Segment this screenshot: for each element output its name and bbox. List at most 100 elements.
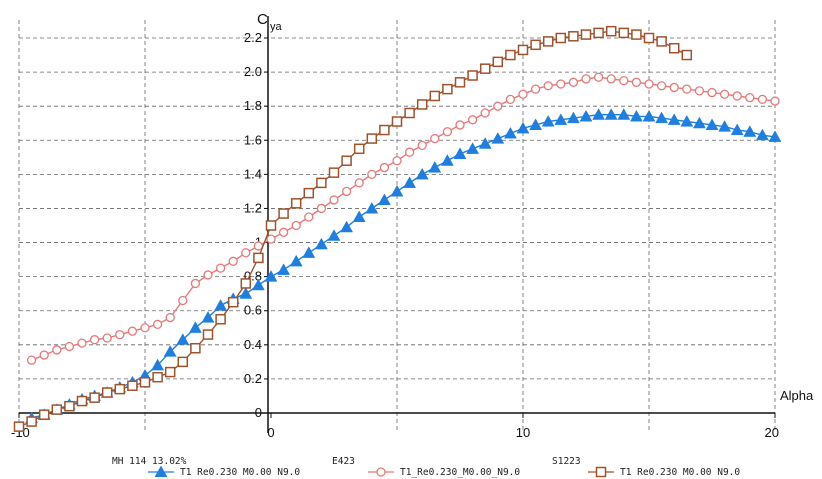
y-tick-label-2: 0.4 xyxy=(244,337,262,352)
data-point-1-25 xyxy=(341,186,352,197)
data-point-1-5 xyxy=(89,335,100,345)
data-point-2-49 xyxy=(631,29,642,40)
data-point-1-40 xyxy=(530,84,541,94)
data-point-1-49 xyxy=(644,79,654,89)
data-point-2-19 xyxy=(253,252,264,264)
y-axis-label-subscript: ya xyxy=(270,21,283,33)
y-tick-label-3: 0.6 xyxy=(244,303,262,318)
data-point-2-23 xyxy=(303,187,315,199)
data-point-1-30 xyxy=(404,147,415,157)
data-point-1-27 xyxy=(367,169,377,180)
y-tick-label-9: 1.8 xyxy=(244,98,262,113)
x-tick-label-3: 20 xyxy=(765,425,779,440)
data-point-2-41 xyxy=(530,39,541,51)
data-point-1-35 xyxy=(467,115,478,125)
data-point-1-36 xyxy=(480,108,490,118)
data-point-2-38 xyxy=(492,56,504,68)
data-point-2-29 xyxy=(379,124,390,136)
legend-label-2: T1 Re0.230 M0.00 N9.0 xyxy=(620,467,740,478)
series-1 xyxy=(26,72,780,365)
y-tick-label-1: 0.2 xyxy=(244,371,262,386)
grid-lines xyxy=(18,20,776,433)
data-point-0-42 xyxy=(554,113,568,125)
y-tick-labels: 00.20.40.60.811.21.41.61.82.02.2 xyxy=(244,30,262,420)
data-point-2-13 xyxy=(177,356,189,368)
legend-label-1: T1_Re0.230_M0.00_N9.0 xyxy=(400,467,520,478)
data-point-1-4 xyxy=(77,338,87,348)
data-point-1-22 xyxy=(304,212,314,222)
data-point-1-19 xyxy=(266,234,276,244)
data-point-0-56 xyxy=(730,123,744,136)
data-point-2-39 xyxy=(505,49,516,61)
data-point-2-30 xyxy=(391,116,403,127)
data-point-0-20 xyxy=(277,263,291,275)
data-point-2-22 xyxy=(290,198,302,209)
data-point-2-52 xyxy=(668,42,680,54)
data-point-2-24 xyxy=(316,177,327,189)
data-point-0-10 xyxy=(151,358,165,371)
y-tick-label-7: 1.4 xyxy=(244,166,262,181)
data-point-2-10 xyxy=(139,377,151,388)
data-point-1-24 xyxy=(329,195,339,205)
data-point-0-40 xyxy=(529,118,543,130)
data-point-1-18 xyxy=(253,241,264,251)
legend-entry-1: E423 T1_Re0.230_M0.00_N9.0 xyxy=(332,456,520,478)
data-point-1-12 xyxy=(178,295,188,306)
data-point-0-17 xyxy=(239,287,253,299)
data-point-2-48 xyxy=(618,27,630,39)
data-point-2-50 xyxy=(643,32,655,44)
data-point-1-20 xyxy=(278,227,289,237)
data-point-2-47 xyxy=(605,25,617,37)
data-point-2-15 xyxy=(202,329,214,340)
legend-entry-2: S1223 T1 Re0.230 M0.00 N9.0 xyxy=(552,456,740,478)
data-point-1-2 xyxy=(52,345,62,355)
legend: MH 114 13.02%T1 Re0.230 M0.00 N9.0E423T1… xyxy=(112,456,740,478)
data-point-0-58 xyxy=(755,128,769,141)
data-point-2-27 xyxy=(353,143,365,155)
data-point-1-34 xyxy=(455,120,465,130)
data-point-0-26 xyxy=(352,210,366,223)
data-point-1-56 xyxy=(732,91,742,101)
data-point-0-22 xyxy=(302,246,316,258)
data-point-0-53 xyxy=(692,116,706,129)
data-point-0-27 xyxy=(365,201,379,214)
data-point-2-34 xyxy=(442,83,453,95)
legend-marker-2 xyxy=(595,466,607,478)
data-point-2-9 xyxy=(127,380,138,391)
series-line-2 xyxy=(18,30,688,428)
data-point-1-11 xyxy=(165,312,175,323)
data-point-0-30 xyxy=(403,176,417,188)
data-point-2-53 xyxy=(681,49,693,61)
data-point-1-46 xyxy=(606,74,616,84)
data-point-2-40 xyxy=(517,44,529,56)
y-tick-label-0: 0 xyxy=(255,405,262,420)
data-point-2-45 xyxy=(580,29,592,40)
data-point-1-8 xyxy=(127,326,138,336)
data-point-2-8 xyxy=(114,383,126,395)
data-point-2-43 xyxy=(555,32,567,44)
data-point-2-16 xyxy=(215,314,226,325)
legend-marker-1 xyxy=(376,467,386,477)
data-point-1-55 xyxy=(719,89,730,99)
legend-entry-0: MH 114 13.02%T1 Re0.230 M0.00 N9.0 xyxy=(112,456,300,478)
data-point-0-31 xyxy=(415,167,429,180)
data-point-1-31 xyxy=(417,140,427,151)
y-tick-label-11: 2.2 xyxy=(244,30,262,45)
data-point-2-1 xyxy=(26,416,37,427)
data-point-1-52 xyxy=(682,84,692,94)
data-point-1-45 xyxy=(593,72,604,82)
data-point-0-25 xyxy=(340,220,354,233)
data-point-2-46 xyxy=(593,27,604,39)
data-point-1-51 xyxy=(669,82,679,93)
data-point-0-54 xyxy=(705,118,719,130)
data-point-0-19 xyxy=(264,270,278,282)
x-tick-label-2: 10 xyxy=(516,425,530,440)
data-point-2-51 xyxy=(656,36,667,47)
y-tick-label-6: 1.2 xyxy=(244,200,262,215)
legend-series-name-0: MH 114 13.02% xyxy=(112,456,187,467)
data-point-1-47 xyxy=(619,75,629,86)
data-point-0-38 xyxy=(503,126,517,139)
data-point-2-26 xyxy=(341,155,352,166)
data-point-1-54 xyxy=(707,87,717,98)
